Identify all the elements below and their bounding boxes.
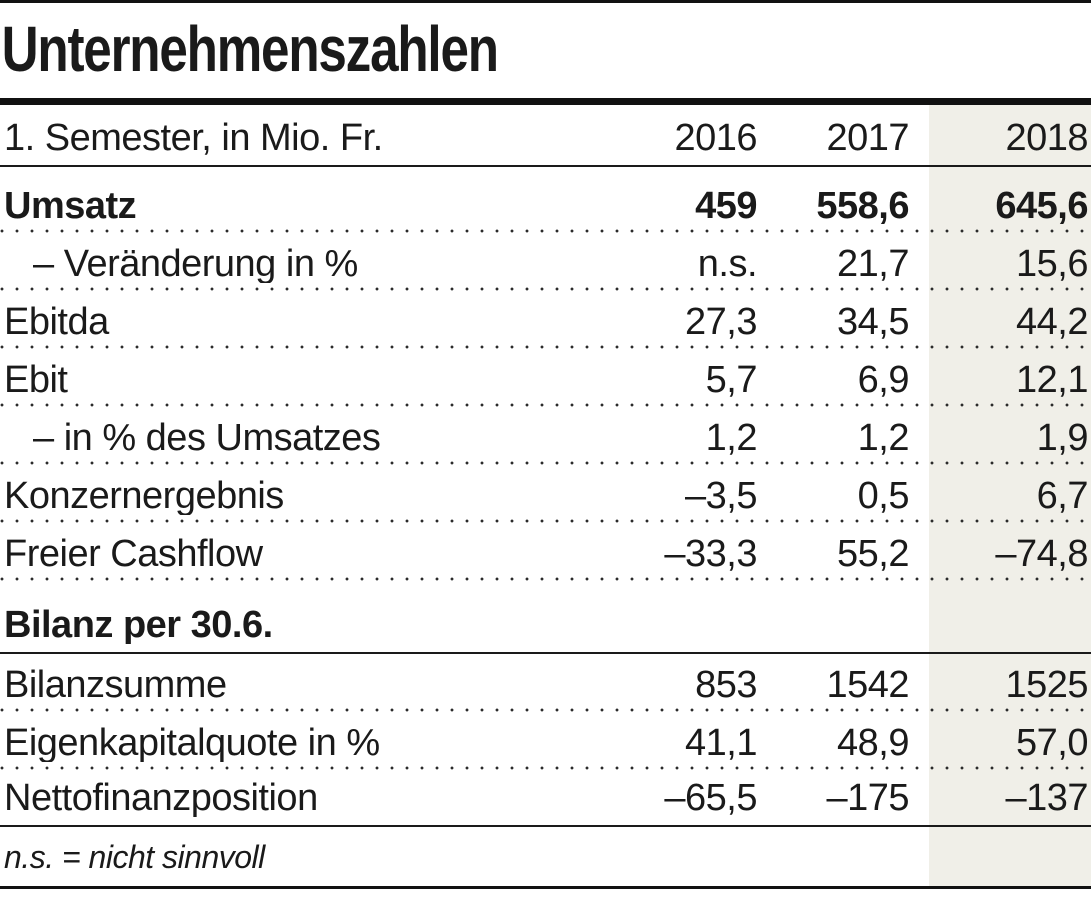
value-cell-2018: 1525 <box>1005 664 1088 706</box>
value-cell-2016: 27,3 <box>685 301 757 343</box>
table-row: Umsatz 459 558,6 645,6 <box>0 167 1091 233</box>
row-label: Ebit <box>4 361 68 399</box>
year-header-2018: 2018 <box>1005 117 1088 159</box>
table-row: Nettofinanzposition –65,5 –175 –137 <box>0 770 1091 827</box>
value-cell-2017: –175 <box>826 777 909 819</box>
thick-rule <box>0 98 1091 105</box>
value-cell-2017: 55,2 <box>837 533 909 575</box>
value-cell-2018: 15,6 <box>1016 243 1088 285</box>
value-cell-2017: 0,5 <box>857 475 910 517</box>
value-cell-2016: n.s. <box>697 243 758 285</box>
value-cell-2018: –137 <box>1005 777 1088 819</box>
value-cell-2017: 558,6 <box>816 185 909 227</box>
table-row: Bilanzsumme 853 1542 1525 <box>0 654 1091 712</box>
value-cell-2018: 12,1 <box>1016 359 1088 401</box>
unit-label: 1. Semester, in Mio. Fr. <box>4 119 383 157</box>
table-row: Konzernergebnis –3,5 0,5 6,7 <box>0 465 1091 523</box>
value-cell-2017: 21,7 <box>837 243 909 285</box>
value-cell-2018: –74,8 <box>995 533 1088 575</box>
value-cell-2016: –3,5 <box>685 475 757 517</box>
value-cell-2016: 459 <box>695 185 757 227</box>
year-header-2016: 2016 <box>674 117 757 159</box>
table-row: – in % des Umsatzes 1,2 1,2 1,9 <box>0 407 1091 465</box>
row-label: Freier Cashflow <box>4 535 263 573</box>
row-label: Nettofinanzposition <box>4 779 318 817</box>
value-cell-2017: 34,5 <box>837 301 909 343</box>
value-cell-2017: 48,9 <box>837 722 909 764</box>
table-header-row: 1. Semester, in Mio. Fr. 2016 2017 2018 <box>0 105 1091 167</box>
section-header-row: Bilanz per 30.6. <box>0 581 1091 654</box>
row-label: – in % des Umsatzes <box>33 419 381 457</box>
value-cell-2018: 645,6 <box>995 185 1088 227</box>
row-label: – Veränderung in % <box>33 245 358 283</box>
value-cell-2018: 44,2 <box>1016 301 1088 343</box>
value-cell-2018: 6,7 <box>1036 475 1089 517</box>
value-cell-2016: 1,2 <box>705 417 758 459</box>
row-label: Umsatz <box>4 187 137 225</box>
footnote-row: n.s. = nicht sinnvoll <box>0 827 1091 889</box>
value-cell-2018: 1,9 <box>1036 417 1089 459</box>
year-header-2017: 2017 <box>826 117 909 159</box>
table-row: Ebitda 27,3 34,5 44,2 <box>0 291 1091 349</box>
row-label: Bilanzsumme <box>4 666 227 704</box>
value-cell-2016: 853 <box>695 664 757 706</box>
table-body: Umsatz 459 558,6 645,6 – Veränderung in % n.s… <box>0 167 1091 827</box>
table-row: Ebit 5,7 6,9 12,1 <box>0 349 1091 407</box>
row-label: Konzernergebnis <box>4 477 284 515</box>
row-label: Ebitda <box>4 303 109 341</box>
value-cell-2018: 57,0 <box>1016 722 1088 764</box>
table-row: – Veränderung in % n.s. 21,7 15,6 <box>0 233 1091 291</box>
top-rule <box>0 0 1091 3</box>
highlight-column-2018 <box>929 105 1091 889</box>
value-cell-2016: 5,7 <box>705 359 758 401</box>
table-row: Eigenkapitalquote in % 41,1 48,9 57,0 <box>0 712 1091 770</box>
section-header-label: Bilanz per 30.6. <box>4 606 273 644</box>
value-cell-2017: 6,9 <box>857 359 910 401</box>
value-cell-2016: –65,5 <box>664 777 757 819</box>
value-cell-2016: 41,1 <box>685 722 757 764</box>
value-cell-2017: 1,2 <box>857 417 910 459</box>
company-figures-table: 1. Semester, in Mio. Fr. 2016 2017 2018 … <box>0 105 1091 889</box>
page-title: Unternehmenszahlen <box>1 13 499 85</box>
value-cell-2016: –33,3 <box>664 533 757 575</box>
footnote: n.s. = nicht sinnvoll <box>4 841 265 873</box>
value-cell-2017: 1542 <box>826 664 909 706</box>
row-label: Eigenkapitalquote in % <box>4 724 380 762</box>
table-row: Freier Cashflow –33,3 55,2 –74,8 <box>0 523 1091 581</box>
